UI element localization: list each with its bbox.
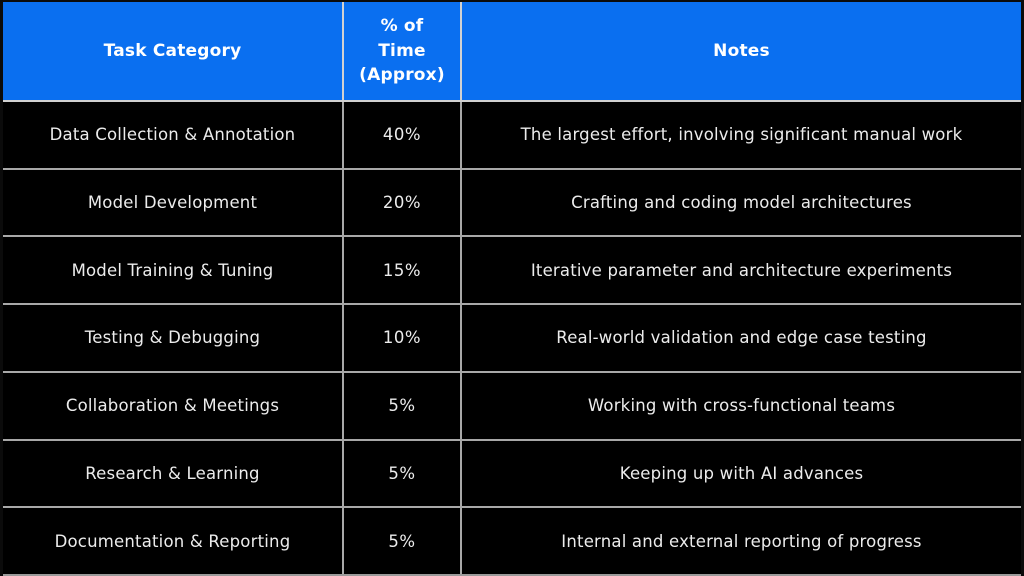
table-row: Model Development 20% Crafting and codin… (3, 167, 1021, 238)
cell-task-category: Research & Learning (3, 438, 344, 509)
cell-percent: 10% (342, 303, 462, 373)
cell-task-category: Data Collection & Annotation (3, 100, 344, 170)
table-row: Data Collection & Annotation 40% The lar… (3, 100, 1021, 170)
cell-task-category: Collaboration & Meetings (3, 370, 344, 441)
table-row: Collaboration & Meetings 5% Working with… (3, 370, 1021, 441)
table-row: Research & Learning 5% Keeping up with A… (3, 438, 1021, 509)
cell-percent: 5% (342, 370, 462, 441)
header-row: Task Category % of Time (Approx) Notes (3, 2, 1021, 102)
cell-percent: 20% (342, 167, 462, 238)
header-cell-task-category: Task Category (3, 2, 344, 102)
cell-percent: 5% (342, 438, 462, 509)
cell-notes: Keeping up with AI advances (460, 438, 1021, 509)
cell-notes: Working with cross-functional teams (460, 370, 1021, 441)
cell-notes: Real-world validation and edge case test… (460, 303, 1021, 373)
cell-task-category: Testing & Debugging (3, 303, 344, 373)
cell-notes: Internal and external reporting of progr… (460, 506, 1021, 576)
cell-task-category: Model Training & Tuning (3, 235, 344, 306)
table-header: Task Category % of Time (Approx) Notes (3, 2, 1021, 102)
cell-notes: The largest effort, involving significan… (460, 100, 1021, 170)
table-row: Testing & Debugging 10% Real-world valid… (3, 303, 1021, 373)
cell-percent: 5% (342, 506, 462, 576)
table-row: Model Training & Tuning 15% Iterative pa… (3, 235, 1021, 306)
table-row: Documentation & Reporting 5% Internal an… (3, 506, 1021, 576)
cell-task-category: Documentation & Reporting (3, 506, 344, 576)
table-body: Data Collection & Annotation 40% The lar… (3, 100, 1021, 576)
header-cell-percent-of-time: % of Time (Approx) (342, 2, 462, 102)
cell-percent: 15% (342, 235, 462, 306)
cell-notes: Crafting and coding model architectures (460, 167, 1021, 238)
time-allocation-table: Task Category % of Time (Approx) Notes D… (3, 2, 1021, 576)
cell-percent: 40% (342, 100, 462, 170)
cell-notes: Iterative parameter and architecture exp… (460, 235, 1021, 306)
cell-task-category: Model Development (3, 167, 344, 238)
header-cell-notes: Notes (460, 2, 1021, 102)
